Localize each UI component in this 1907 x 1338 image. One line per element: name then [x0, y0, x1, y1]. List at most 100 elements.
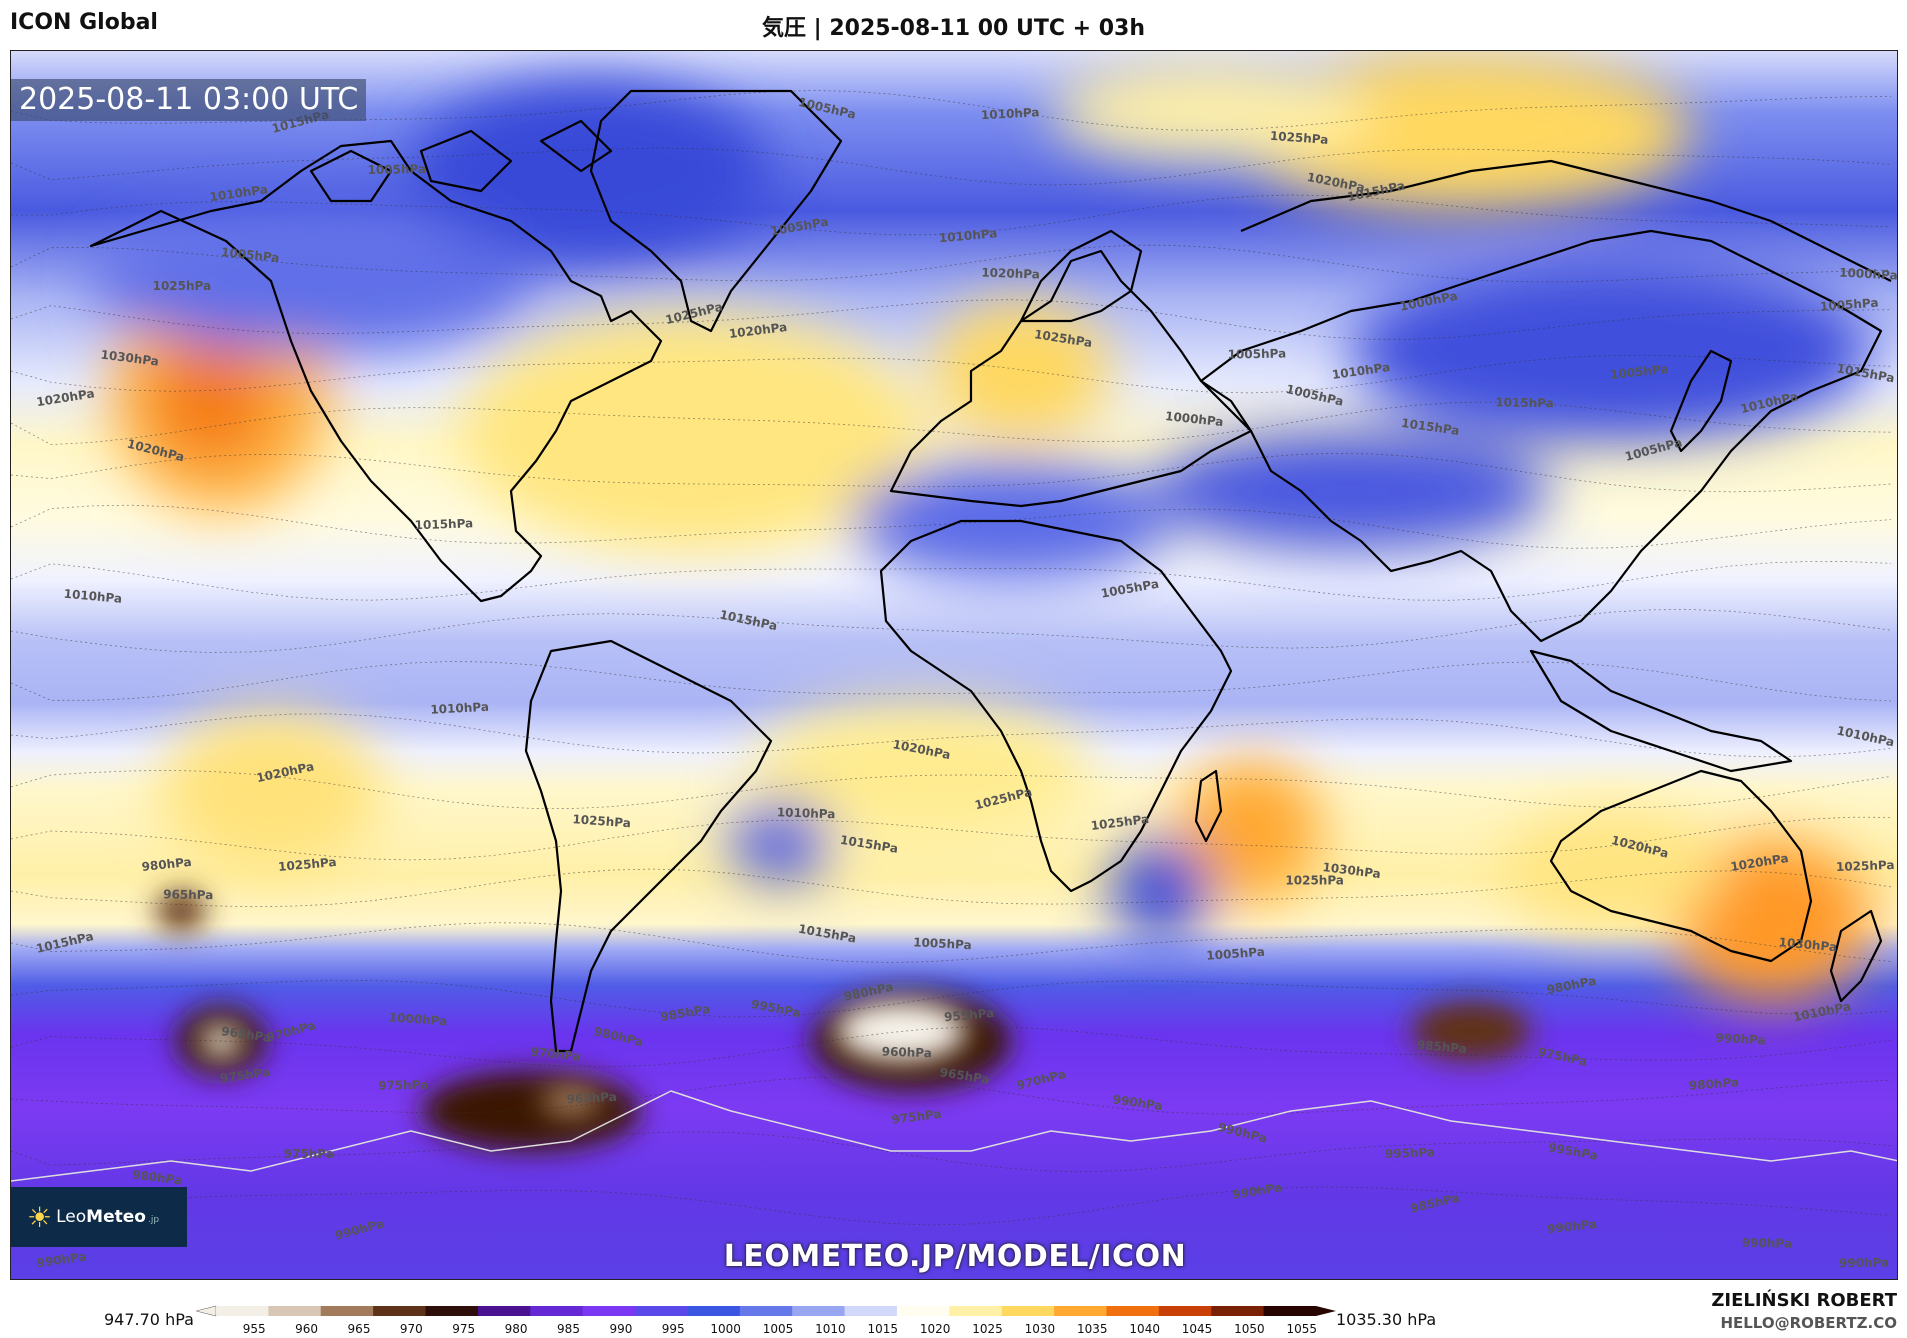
pressure-low-blob — [1351, 261, 1871, 441]
legend-arrow-min — [196, 1305, 217, 1317]
legend-tick-label: 1000 — [710, 1322, 741, 1336]
legend-tick-label: 1035 — [1077, 1322, 1108, 1336]
isobar-line — [11, 661, 1892, 702]
legend-tick-label: 1025 — [972, 1322, 1003, 1336]
isobar-label: 995hPa — [1385, 1145, 1436, 1161]
author-email[interactable]: HELLO@ROBERTZ.CO — [1720, 1314, 1897, 1332]
isobar-line — [11, 1131, 1892, 1173]
legend-tick-label: 990 — [609, 1322, 632, 1336]
legend-swatch — [635, 1306, 688, 1316]
isobar-label: 1010hPa — [981, 105, 1040, 122]
legend-swatch — [477, 1306, 531, 1316]
legend-tick-label: 1005 — [763, 1322, 794, 1336]
logo-brand-bold: Meteo — [86, 1207, 146, 1227]
legend-tick-label: 1030 — [1025, 1322, 1056, 1336]
isobar-label: 975hPa — [219, 1065, 271, 1086]
isobar-line — [11, 452, 1892, 493]
isobar-line — [11, 979, 1892, 1018]
isobar-label: 990hPa — [1715, 1031, 1766, 1048]
isobar-label: 1010hPa — [430, 700, 489, 717]
isobar-label: 1005hPa — [1820, 296, 1879, 314]
coast-north-america — [89, 139, 663, 603]
isobar-label: 1005hPa — [367, 162, 426, 177]
legend-swatch — [425, 1306, 479, 1316]
isobar-label: 990hPa — [1742, 1236, 1792, 1251]
isobar-line — [11, 560, 1892, 601]
pressure-low-eye — [836, 1001, 966, 1061]
pressure-high-blob — [751, 701, 1091, 841]
logo-suffix: .jp — [147, 1215, 160, 1225]
legend-swatch — [844, 1306, 898, 1316]
isobar-line — [11, 194, 1892, 236]
isobar-label: 1010hPa — [63, 587, 123, 606]
valid-time-badge: 2025-08-11 03:00 UTC — [11, 79, 367, 121]
logo-brand-light: Leo — [56, 1207, 87, 1227]
model-name: ICON Global — [10, 10, 158, 35]
pressure-high-blob — [151, 341, 271, 461]
isobar-label: 1015hPa — [1495, 395, 1554, 410]
isobar-label: 965hPa — [220, 1024, 272, 1045]
legend-swatch — [582, 1306, 636, 1316]
isobar-label: 1025hPa — [1836, 858, 1895, 874]
isobar-label: 1000hPa — [1164, 409, 1224, 429]
isobar-label: 990hPa — [1112, 1092, 1164, 1113]
pressure-low-blob — [1111, 841, 1211, 941]
pressure-low-eye — [541, 1085, 601, 1117]
pressure-low-blob — [1151, 431, 1551, 551]
coast-madagascar — [1194, 769, 1223, 843]
pressure-low-blob — [91, 211, 531, 351]
site-url[interactable]: LEOMETEO.JP/MODEL/ICON — [723, 1239, 1187, 1274]
isobar-line — [11, 609, 1892, 653]
pressure-low-core — [156, 891, 206, 931]
pressure-low-core — [1411, 1001, 1531, 1061]
isobar-label: 980hPa — [141, 855, 192, 874]
legend-swatch — [320, 1306, 374, 1316]
legend-swatch — [1158, 1306, 1212, 1316]
isobar-label: 1000hPa — [388, 1010, 447, 1028]
isobar-line — [11, 769, 1892, 810]
legend-tick-label: 960 — [295, 1322, 318, 1336]
legend-swatch — [373, 1306, 427, 1316]
legend-swatch — [792, 1306, 846, 1316]
isobar-label: 1010hPa — [938, 226, 998, 245]
isobar-line — [11, 244, 1892, 283]
isobar-label: 1025hPa — [278, 855, 338, 874]
isobar-line — [11, 354, 1892, 394]
legend-max-label: 1035.30 hPa — [1336, 1310, 1437, 1329]
isobar-label: 990hPa — [1839, 1255, 1889, 1270]
coast-antarctica — [11, 1090, 1897, 1182]
legend-tick-label: 1045 — [1182, 1322, 1213, 1336]
isobar-label: 1025hPa — [153, 279, 212, 293]
pressure-high-blob — [1181, 761, 1321, 901]
deepest-lows-layer — [201, 1001, 966, 1117]
color-legend: 955 960 965 970 975 980 985 990 995 1000 1005 1010 1… — [196, 1305, 1336, 1336]
coast-europe — [889, 249, 1253, 508]
legend-tick-label: 980 — [505, 1322, 528, 1336]
isobar-line — [11, 1076, 1892, 1115]
isobar-label: 1010hPa — [777, 805, 836, 821]
legend-tick-label: 955 — [243, 1322, 266, 1336]
pressure-high-blob — [461, 311, 921, 551]
legend-tick-label: 995 — [662, 1322, 685, 1336]
isobar-label: 1025hPa — [1285, 874, 1344, 888]
legend-swatch — [1106, 1306, 1160, 1316]
coast-siberia-north — [1240, 159, 1892, 282]
legend-tick-label: 975 — [452, 1322, 475, 1336]
legend-swatch — [268, 1306, 322, 1316]
legend-swatch — [1211, 1306, 1265, 1316]
isobar-label: 1000hPa — [1839, 266, 1898, 283]
isobar-label: 965hPa — [566, 1090, 617, 1107]
leometeo-logo[interactable]: ☀ Leo Meteo .jp — [11, 1187, 187, 1247]
pressure-high-blob — [1051, 61, 1371, 161]
legend-swatch — [896, 1306, 950, 1316]
pressure-low-core — [421, 1071, 641, 1151]
isobar-label: 1005hPa — [220, 245, 280, 265]
isobar-label: 980hPa — [1688, 1075, 1739, 1092]
pressure-map[interactable]: 1015hPa 1010hPa 1005hPa 1005hPa 1005hPa 1005h… — [10, 50, 1898, 1280]
legend-tick-label: 1055 — [1287, 1322, 1318, 1336]
legend-arrow-max — [1316, 1306, 1336, 1316]
isobar-label: 1005hPa — [1206, 945, 1265, 963]
isobar-label: 970hPa — [530, 1045, 581, 1064]
isobar-label: 1020hPa — [981, 266, 1040, 282]
legend-tick-label: 985 — [557, 1322, 580, 1336]
